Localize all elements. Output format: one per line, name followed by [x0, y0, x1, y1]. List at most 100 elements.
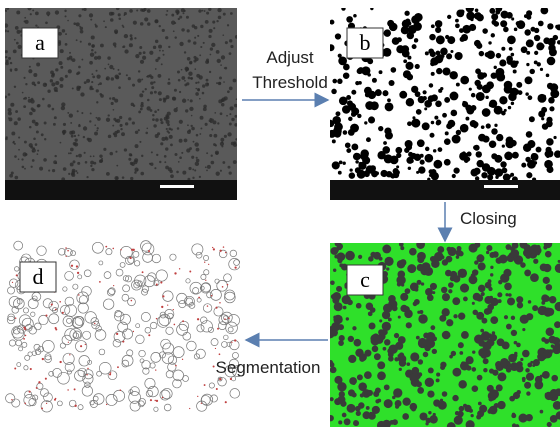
texture-dot — [90, 112, 92, 114]
texture-dot — [446, 53, 452, 59]
texture-dot — [95, 330, 106, 341]
texture-dot — [174, 324, 176, 326]
texture-dot — [152, 118, 155, 121]
texture-dot — [472, 350, 475, 353]
texture-dot — [540, 264, 548, 272]
texture-dot — [178, 161, 180, 163]
texture-dot — [442, 68, 450, 76]
texture-dot — [441, 255, 445, 259]
texture-dot — [56, 90, 58, 92]
texture-dot — [181, 152, 183, 154]
texture-dot — [116, 177, 119, 180]
texture-dot — [166, 116, 170, 120]
texture-dot — [114, 45, 116, 47]
texture-dot — [140, 108, 143, 111]
texture-dot — [18, 136, 20, 138]
texture-dot — [159, 50, 161, 52]
texture-dot — [470, 414, 473, 417]
texture-dot — [22, 166, 25, 169]
texture-dot — [193, 287, 199, 293]
diagram: a b c d Adjust Threshold Closing Segment… — [0, 0, 560, 427]
texture-dot — [15, 176, 19, 180]
texture-dot — [489, 140, 497, 148]
texture-dot — [179, 91, 181, 93]
texture-dot — [182, 99, 186, 103]
texture-dot — [150, 81, 153, 84]
texture-dot — [414, 13, 423, 22]
texture-dot — [16, 42, 19, 45]
texture-dot — [118, 13, 121, 16]
texture-dot — [153, 46, 156, 49]
texture-dot — [526, 39, 534, 47]
texture-dot — [344, 418, 351, 425]
texture-dot — [489, 8, 495, 14]
texture-dot — [162, 397, 164, 399]
texture-dot — [518, 258, 523, 263]
texture-dot — [59, 361, 61, 363]
texture-dot — [150, 76, 153, 79]
texture-dot — [93, 394, 104, 405]
texture-dot — [72, 58, 76, 62]
texture-dot — [489, 368, 494, 373]
texture-dot — [83, 136, 85, 138]
texture-dot — [380, 329, 387, 336]
texture-dot — [442, 113, 447, 118]
texture-dot — [193, 141, 195, 143]
texture-dot — [492, 251, 498, 257]
texture-dot — [83, 331, 91, 339]
texture-dot — [72, 169, 76, 173]
texture-dot — [411, 367, 419, 375]
texture-dot — [476, 151, 482, 157]
texture-dot — [478, 285, 485, 292]
texture-dot — [470, 18, 473, 21]
texture-dot — [155, 118, 158, 121]
texture-dot — [209, 134, 212, 137]
texture-dot — [109, 373, 111, 375]
texture-dot — [17, 30, 21, 34]
texture-dot — [384, 29, 391, 36]
texture-dot — [103, 148, 106, 151]
texture-dot — [551, 375, 558, 382]
texture-dot — [467, 7, 471, 11]
texture-dot — [76, 86, 80, 90]
texture-dot — [461, 269, 466, 274]
texture-dot — [112, 97, 115, 100]
texture-dot — [110, 372, 111, 373]
texture-dot — [228, 314, 240, 326]
texture-dot — [129, 43, 133, 47]
texture-dot — [23, 308, 28, 313]
texture-dot — [406, 322, 412, 328]
texture-dot — [177, 324, 188, 335]
texture-dot — [181, 28, 184, 31]
texture-dot — [435, 27, 441, 33]
texture-dot — [476, 254, 484, 262]
texture-dot — [461, 331, 469, 339]
texture-dot — [134, 158, 138, 162]
texture-dot — [97, 117, 101, 121]
texture-dot — [516, 361, 522, 367]
texture-dot — [392, 419, 398, 425]
texture-dot — [207, 305, 208, 306]
texture-dot — [39, 167, 43, 171]
texture-dot — [72, 316, 83, 327]
texture-dot — [115, 151, 117, 153]
texture-dot — [106, 404, 107, 405]
texture-dot — [465, 117, 469, 121]
texture-dot — [545, 308, 553, 316]
texture-dot — [37, 81, 40, 84]
texture-dot — [116, 333, 118, 335]
texture-dot — [37, 246, 47, 256]
texture-dot — [77, 110, 79, 112]
texture-dot — [425, 51, 429, 55]
texture-dot — [94, 56, 98, 60]
texture-dot — [395, 400, 402, 407]
texture-dot — [14, 121, 18, 125]
texture-dot — [196, 74, 200, 78]
texture-dot — [55, 162, 57, 164]
texture-dot — [418, 372, 422, 376]
texture-dot — [30, 368, 32, 370]
texture-dot — [546, 284, 553, 291]
texture-dot — [29, 326, 37, 334]
arrow-label: Threshold — [252, 73, 328, 92]
texture-dot — [526, 391, 530, 395]
